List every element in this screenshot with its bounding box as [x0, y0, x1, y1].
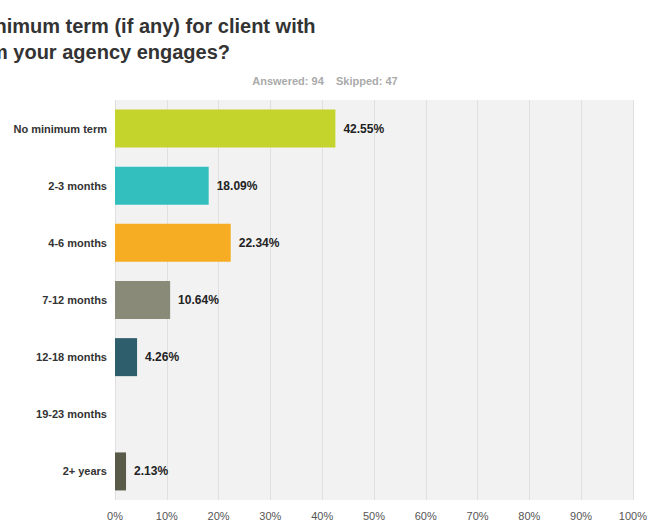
svg-text:40%: 40%	[311, 510, 333, 522]
svg-text:2.13%: 2.13%	[134, 464, 168, 478]
svg-text:20%: 20%	[208, 510, 230, 522]
svg-text:80%: 80%	[518, 510, 540, 522]
svg-text:No minimum term: No minimum term	[13, 123, 107, 135]
svg-text:30%: 30%	[259, 510, 281, 522]
svg-text:10.64%: 10.64%	[178, 293, 219, 307]
svg-text:10%: 10%	[156, 510, 178, 522]
svg-text:90%: 90%	[570, 510, 592, 522]
svg-text:12-18 months: 12-18 months	[36, 351, 107, 363]
svg-text:Answered: 94 Skipped: 47: Answered: 94 Skipped: 47	[252, 75, 398, 87]
svg-text:What is the minimum term (if a: What is the minimum term (if any) for cl…	[0, 15, 321, 37]
svg-text:4-6 months: 4-6 months	[48, 237, 107, 249]
svg-text:60%: 60%	[415, 510, 437, 522]
svg-text:7-12 months: 7-12 months	[42, 294, 107, 306]
svg-text:70%: 70%	[467, 510, 489, 522]
svg-text:100%: 100%	[619, 510, 647, 522]
svg-text:50%: 50%	[363, 510, 385, 522]
svg-text:22.34%: 22.34%	[239, 236, 280, 250]
svg-text:4.26%: 4.26%	[145, 350, 179, 364]
svg-text:0%: 0%	[107, 510, 123, 522]
svg-text:2-3 months: 2-3 months	[48, 180, 107, 192]
svg-text:18.09%: 18.09%	[217, 179, 258, 193]
svg-text:42.55%: 42.55%	[343, 122, 384, 136]
svg-text:whom your agency engages?: whom your agency engages?	[0, 41, 230, 63]
svg-text:19-23 months: 19-23 months	[36, 408, 107, 420]
svg-text:2+ years: 2+ years	[63, 465, 107, 477]
